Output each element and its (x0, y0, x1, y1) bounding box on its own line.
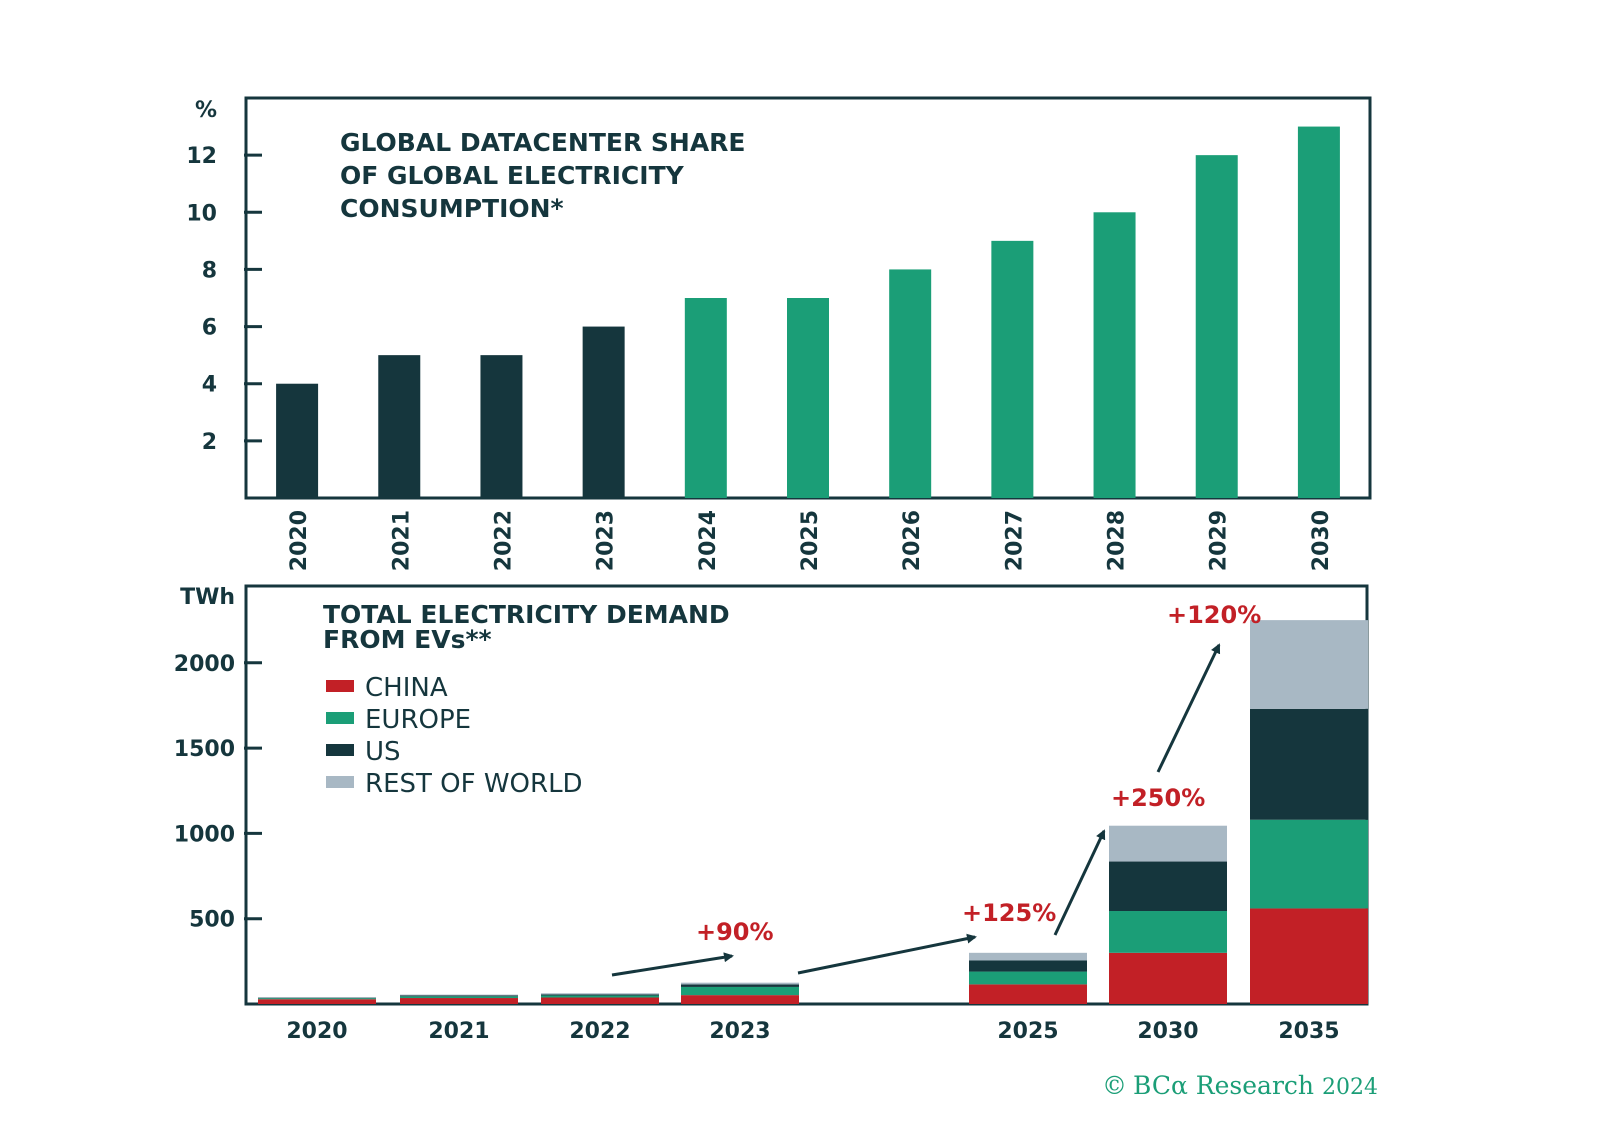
datacenter-share-bar-2024 (684, 298, 727, 498)
top-x-tick-label-2025: 2025 (798, 510, 823, 571)
datacenter-share-bar-2023 (582, 326, 625, 498)
ev-demand-bar-2023-us (681, 984, 799, 987)
bottom-x-tick-label-2023: 2023 (709, 1019, 770, 1044)
ev-demand-bar-2025-china (969, 984, 1087, 1004)
ev-demand-bar-2030-europe (1109, 911, 1227, 953)
bottom-x-tick-label-2021: 2021 (428, 1019, 489, 1044)
datacenter-share-bar-2021 (378, 355, 421, 498)
ev-demand-bar-2022-us (541, 994, 659, 996)
top-x-tick-label-2030: 2030 (1309, 510, 1334, 571)
growth-arrow-2025-2030 (1053, 829, 1106, 936)
ev-demand-bar-2035-china (1250, 908, 1368, 1004)
bottom-chart-title-line-2: FROM EVs** (323, 625, 492, 654)
bottom-x-tick-label-2035: 2035 (1278, 1019, 1339, 1044)
top-x-tick-label-2021: 2021 (389, 510, 414, 571)
datacenter-share-bar-2026 (889, 269, 932, 498)
ev-demand-bar-2030-rest_of_world (1109, 825, 1227, 862)
credit-year: 2024 (1322, 1075, 1378, 1100)
ev-demand-bar-2023-china (681, 995, 799, 1004)
ev-demand-bar-2021-china (400, 998, 518, 1004)
growth-label-120: +120% (1167, 601, 1261, 629)
top-x-tick-label-2020: 2020 (287, 510, 312, 571)
datacenter-share-bar-2027 (991, 240, 1034, 498)
growth-arrow-2023-2025 (797, 933, 977, 975)
top-x-tick-label-2027: 2027 (1002, 510, 1027, 571)
bottom-x-tick-label-2025: 2025 (997, 1019, 1058, 1044)
growth-arrow-2030-2035 (1156, 643, 1221, 773)
bottom-y-axis-unit: TWh (180, 585, 235, 610)
credit-brand: BCα Research (1133, 1071, 1314, 1100)
ev-demand-bar-2030-china (1109, 952, 1227, 1004)
ev-demand-bar-2023-rest_of_world (681, 982, 799, 985)
ev-demand-bar-2022-china (541, 997, 659, 1004)
top-x-tick-label-2024: 2024 (696, 510, 721, 571)
top-y-tick-label: 6 (202, 316, 217, 341)
growth-label-90: +90% (696, 918, 774, 946)
top-y-tick-label: 12 (186, 144, 217, 169)
top-x-tick-label-2023: 2023 (594, 510, 619, 571)
growth-arrow-2022-2023 (611, 952, 734, 977)
datacenter-share-bar-2028 (1093, 212, 1136, 499)
datacenter-share-chart: % 2 4 6 8 10 12 2020 2021 2022 2023 2024 2025 2026 2… (186, 96, 1372, 571)
bottom-x-tick-label-2022: 2022 (569, 1019, 630, 1044)
growth-label-250: +250% (1111, 784, 1205, 812)
datacenter-share-bar-2022 (480, 355, 523, 498)
legend-swatch-us (326, 744, 354, 756)
ev-demand-bar-2021-rest_of_world (400, 994, 518, 996)
top-y-tick-label: 2 (202, 430, 217, 455)
ev-demand-bar-2025-rest_of_world (969, 952, 1087, 961)
legend-label-rest-of-world: REST OF WORLD (365, 769, 583, 799)
legend-label-us: US (365, 737, 401, 767)
top-x-tick-label-2026: 2026 (900, 510, 925, 571)
top-chart-title-line-3: CONSUMPTION* (340, 194, 564, 223)
ev-demand-bar-2020-rest_of_world (258, 997, 376, 998)
growth-label-125: +125% (962, 899, 1056, 927)
growth-annotations: +90% +125% +250% +120% (611, 601, 1261, 977)
ev-demand-bar-2035-rest_of_world (1250, 620, 1368, 709)
legend-label-europe: EUROPE (365, 705, 471, 735)
ev-demand-bar-2025-europe (969, 971, 1087, 985)
ev-demand-bar-2020-europe (258, 998, 376, 1000)
copyright-symbol: © (1102, 1071, 1127, 1100)
ev-demand-bar-2035-us (1250, 708, 1368, 820)
bottom-y-tick-label: 500 (189, 908, 235, 933)
top-y-tick-label: 4 (202, 373, 217, 398)
datacenter-share-bar-2030 (1297, 126, 1340, 499)
legend-swatch-europe (326, 712, 354, 724)
top-y-tick-label: 10 (186, 201, 217, 226)
ev-demand-bar-2030-us (1109, 861, 1227, 912)
bottom-y-tick-label: 2000 (174, 652, 235, 677)
datacenter-share-bar-2025 (787, 298, 829, 498)
datacenter-share-bar-2020 (276, 383, 319, 498)
top-chart-title-line-2: OF GLOBAL ELECTRICITY (340, 161, 685, 190)
ev-demand-bar-2021-europe (400, 996, 518, 999)
ev-demand-bar-2020-us (258, 997, 376, 999)
datacenter-share-bar-2029 (1195, 155, 1238, 498)
bottom-x-tick-label-2030: 2030 (1137, 1019, 1198, 1044)
legend-swatch-china (326, 680, 354, 692)
source-credit: © BCα Research 2024 (1102, 1071, 1378, 1100)
legend-swatch-rest-of-world (326, 776, 354, 788)
bottom-chart-title-line-1: TOTAL ELECTRICITY DEMAND (323, 600, 730, 629)
ev-demand-bar-2022-europe (541, 995, 659, 998)
bottom-x-tick-label-2020: 2020 (286, 1019, 347, 1044)
ev-demand-bar-2035-europe (1250, 819, 1368, 909)
ev-demand-chart: TWh 500 1000 1500 2000 2020 2021 2022 2023 2025… (174, 584, 1369, 1044)
ev-demand-bar-2020-china (258, 999, 376, 1004)
top-x-tick-label-2022: 2022 (491, 510, 516, 571)
legend-label-china: CHINA (365, 673, 448, 703)
bottom-y-tick-label: 1000 (174, 822, 235, 847)
legend: CHINA EUROPE US REST OF WORLD (326, 673, 583, 799)
ev-demand-bar-2021-us (400, 995, 518, 997)
ev-demand-bar-2022-rest_of_world (541, 993, 659, 995)
top-x-tick-label-2028: 2028 (1105, 510, 1130, 571)
bottom-y-tick-label: 1500 (174, 737, 235, 762)
top-chart-title-line-1: GLOBAL DATACENTER SHARE (340, 128, 746, 157)
top-x-tick-label-2029: 2029 (1207, 510, 1232, 571)
ev-demand-bar-2023-europe (681, 986, 799, 996)
ev-demand-bar-2025-us (969, 960, 1087, 972)
top-y-tick-label: 8 (202, 258, 217, 283)
top-y-axis-unit: % (195, 98, 217, 123)
